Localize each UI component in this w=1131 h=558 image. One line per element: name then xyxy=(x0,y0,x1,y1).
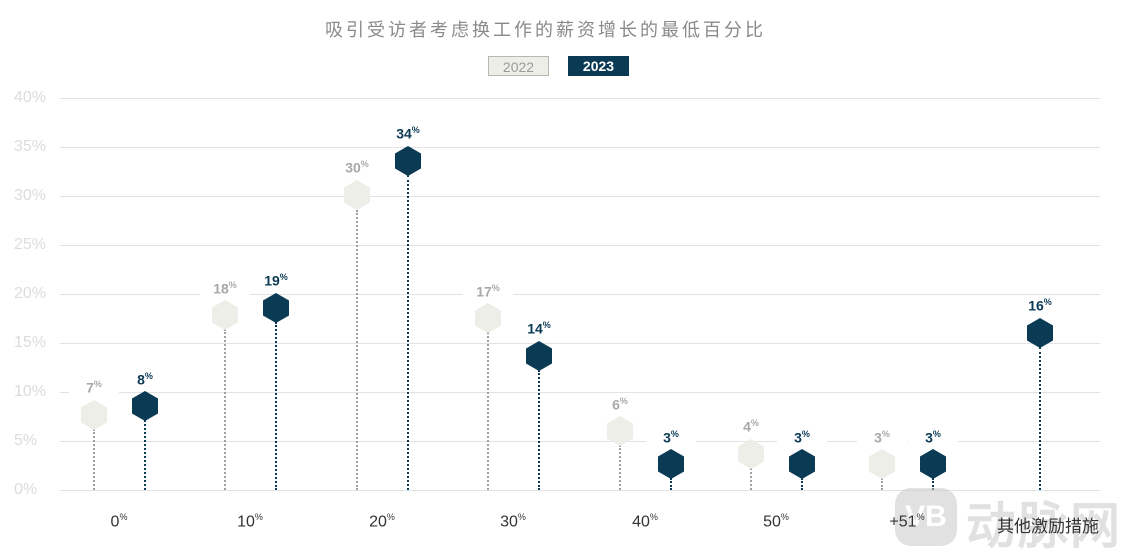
gridline xyxy=(60,294,1100,295)
x-label: 0% xyxy=(110,512,128,531)
stem xyxy=(144,420,146,490)
stem xyxy=(801,478,803,490)
y-tick: 15% xyxy=(14,334,47,351)
x-label: 20% xyxy=(369,512,395,531)
stem xyxy=(275,322,277,490)
stem xyxy=(750,468,752,490)
stem xyxy=(619,445,621,490)
hexagon-marker[interactable] xyxy=(212,300,238,330)
stem xyxy=(407,175,409,490)
value-label: 16% xyxy=(1015,297,1065,314)
stem xyxy=(670,478,672,490)
gridline xyxy=(60,196,1100,197)
hexagon-marker[interactable] xyxy=(263,293,289,323)
hexagon-marker[interactable] xyxy=(132,391,158,421)
hexagon-marker[interactable] xyxy=(738,439,764,469)
y-tick: 25% xyxy=(14,236,47,253)
hexagon-marker[interactable] xyxy=(920,449,946,479)
gridline xyxy=(60,98,1100,99)
gridline xyxy=(60,343,1100,344)
hexagon-marker[interactable] xyxy=(789,449,815,479)
value-label: 3% xyxy=(857,429,907,446)
hexagon-marker[interactable] xyxy=(81,400,107,430)
y-tick: 5% xyxy=(14,432,38,449)
y-tick: 10% xyxy=(14,383,47,400)
stem xyxy=(1039,347,1041,490)
watermark-text: 动脉网 xyxy=(966,498,1122,554)
value-label: 19% xyxy=(251,272,301,289)
hexagon-marker[interactable] xyxy=(526,341,552,371)
stem xyxy=(356,210,358,490)
stem xyxy=(224,329,226,490)
hexagon-marker[interactable] xyxy=(395,146,421,176)
value-label: 30% xyxy=(332,159,382,176)
gridline xyxy=(60,245,1100,246)
legend-item-2022[interactable]: 2022 xyxy=(488,56,549,76)
value-label: 34% xyxy=(383,125,433,142)
x-label: 50% xyxy=(763,512,789,531)
y-tick: 30% xyxy=(14,187,47,204)
hexagon-marker[interactable] xyxy=(1027,318,1053,348)
value-label: 17% xyxy=(463,283,513,300)
value-label: 6% xyxy=(595,396,645,413)
value-label: 3% xyxy=(646,429,696,446)
stem xyxy=(538,370,540,490)
value-label: 8% xyxy=(120,371,170,388)
x-label: 10% xyxy=(237,512,263,531)
hexagon-marker[interactable] xyxy=(475,303,501,333)
legend-item-2023[interactable]: 2023 xyxy=(568,56,629,76)
value-label: 7% xyxy=(69,379,119,396)
x-label: 40% xyxy=(632,512,658,531)
stem xyxy=(881,478,883,490)
y-tick: 35% xyxy=(14,138,47,155)
x-label: +51% xyxy=(889,512,925,531)
gridline xyxy=(60,147,1100,148)
legend: 2022 2023 xyxy=(488,56,629,76)
y-tick: 40% xyxy=(14,89,47,106)
gridline-baseline xyxy=(60,490,1100,491)
y-tick: 0% xyxy=(14,481,38,498)
value-label: 3% xyxy=(777,429,827,446)
gridline xyxy=(60,441,1100,442)
gridline xyxy=(60,392,1100,393)
chart-title: 吸引受访者考虑换工作的薪资增长的最低百分比 xyxy=(325,20,766,41)
value-label: 4% xyxy=(726,418,776,435)
value-label: 3% xyxy=(908,429,958,446)
x-label: 30% xyxy=(500,512,526,531)
hexagon-marker[interactable] xyxy=(869,449,895,479)
value-label: 18% xyxy=(200,280,250,297)
stem xyxy=(487,332,489,490)
watermark-logo: VB xyxy=(895,488,957,546)
x-label: 其他激励措施 xyxy=(997,517,1099,537)
stem xyxy=(93,429,95,490)
value-label: 14% xyxy=(514,320,564,337)
hexagon-marker[interactable] xyxy=(658,449,684,479)
y-tick: 20% xyxy=(14,285,47,302)
hexagon-marker[interactable] xyxy=(344,180,370,210)
stem xyxy=(932,478,934,490)
